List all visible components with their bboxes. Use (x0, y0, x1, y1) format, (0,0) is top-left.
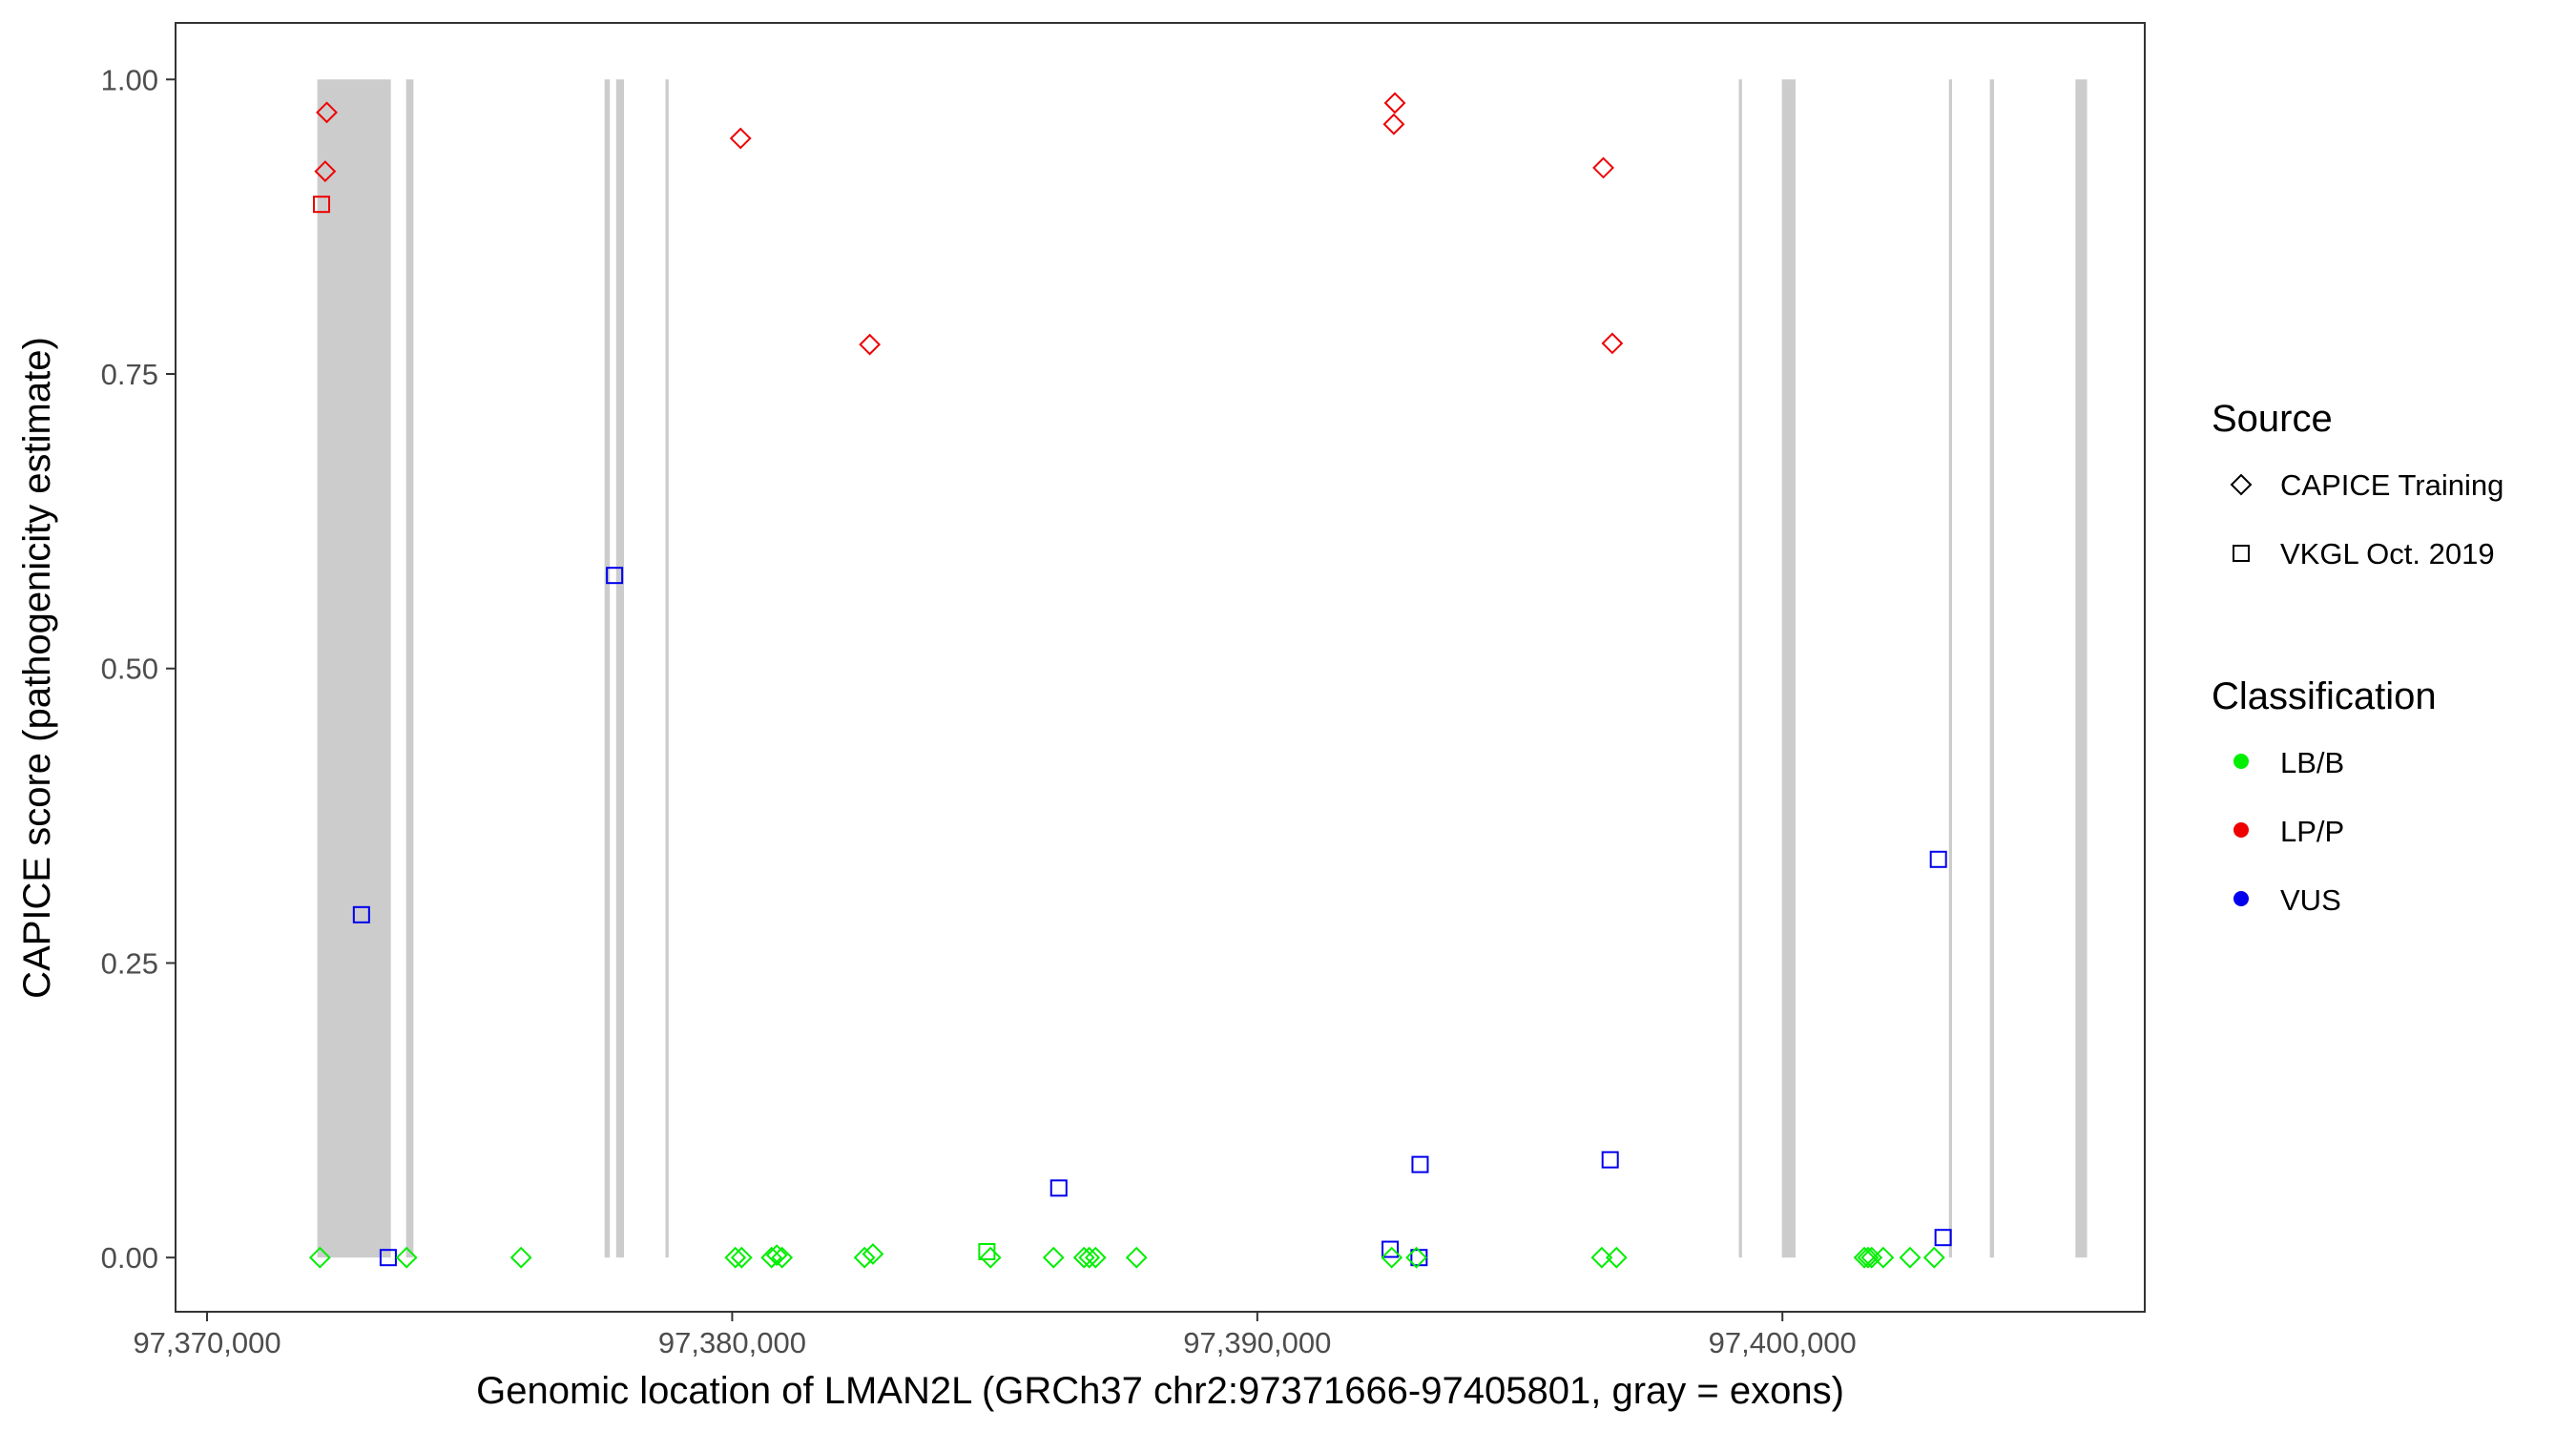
point-diamond (1899, 1246, 1922, 1269)
point-square (1601, 1151, 1619, 1169)
y-axis: 0.00 0.25 0.50 0.75 1.00 (101, 63, 176, 1275)
point-diamond (314, 160, 337, 183)
point-diamond (730, 1246, 753, 1269)
legend-item-vus: VUS (2233, 883, 2341, 917)
legend-item-lb-b: LB/B (2233, 746, 2344, 779)
legend-classification-title: Classification (2212, 675, 2437, 717)
point-diamond (1853, 1246, 1876, 1269)
data-points (308, 92, 1952, 1269)
exon-band-5 (665, 79, 669, 1258)
point-diamond (765, 1244, 788, 1267)
point-diamond (760, 1246, 783, 1269)
point-diamond (859, 333, 882, 356)
exon-band-6 (1738, 79, 1742, 1258)
y-tick-label: 0.25 (101, 946, 158, 980)
legend-label-lp-p: LP/P (2280, 815, 2344, 848)
diamond-icon (2230, 473, 2253, 496)
point-diamond (1590, 1246, 1613, 1269)
dot-icon (2233, 822, 2249, 838)
plot-panel-border (175, 22, 2146, 1313)
point-diamond (729, 127, 752, 150)
exon-band-8 (1948, 79, 1953, 1258)
exon-band-7 (1781, 79, 1796, 1258)
legend-item-vkgl: VKGL Oct. 2019 (2233, 537, 2495, 570)
exon-band-1 (317, 79, 391, 1258)
point-diamond (1382, 113, 1405, 135)
point-diamond (308, 1246, 331, 1269)
x-tick-label: 97,380,000 (658, 1326, 806, 1359)
point-diamond (1042, 1246, 1065, 1269)
x-tick-label: 97,370,000 (133, 1326, 280, 1359)
point-diamond (395, 1246, 418, 1269)
point-diamond (1078, 1246, 1101, 1269)
point-square (1411, 1155, 1429, 1173)
exon-band-3 (604, 79, 611, 1258)
point-square (1381, 1240, 1400, 1258)
legend-label-lb-b: LB/B (2280, 746, 2344, 779)
point-diamond (862, 1243, 884, 1265)
point-diamond (316, 101, 338, 124)
point-diamond (1872, 1246, 1895, 1269)
point-diamond (1125, 1246, 1148, 1269)
point-diamond (1857, 1246, 1880, 1269)
point-diamond (979, 1246, 1002, 1269)
point-diamond (1592, 156, 1614, 179)
point-square (313, 196, 331, 214)
legend-source-title: Source (2212, 398, 2333, 440)
legend: Source CAPICE Training VKGL Oct. 2019 Cl… (2212, 398, 2503, 917)
exon-band-4 (615, 79, 625, 1258)
point-square (352, 905, 370, 923)
y-tick-label: 1.00 (101, 63, 158, 96)
point-diamond (724, 1246, 747, 1269)
point-square (1049, 1179, 1068, 1197)
exon-bands (317, 79, 2088, 1258)
dot-icon (2233, 891, 2249, 906)
point-square (1929, 850, 1947, 868)
x-axis-title: Genomic location of LMAN2L (GRCh37 chr2:… (476, 1370, 1844, 1412)
legend-item-capice-training: CAPICE Training (2230, 468, 2503, 502)
point-diamond (509, 1246, 532, 1269)
point-diamond (1383, 92, 1406, 114)
point-diamond (1084, 1246, 1107, 1269)
exon-band-2 (405, 79, 414, 1258)
exon-band-9 (1989, 79, 1995, 1258)
y-tick-label: 0.75 (101, 358, 158, 391)
point-square (1410, 1249, 1428, 1267)
square-icon (2233, 545, 2250, 562)
point-diamond (1381, 1246, 1403, 1269)
dot-icon (2233, 754, 2249, 769)
point-diamond (1922, 1246, 1945, 1269)
point-diamond (853, 1246, 876, 1269)
point-diamond (1072, 1246, 1095, 1269)
point-diamond (771, 1246, 794, 1269)
exon-band-10 (2075, 79, 2088, 1258)
point-square (606, 567, 624, 585)
legend-label-vkgl: VKGL Oct. 2019 (2280, 537, 2495, 570)
y-tick-label: 0.00 (101, 1241, 158, 1275)
point-diamond (1605, 1246, 1628, 1269)
x-axis: 97,370,000 97,380,000 97,390,000 97,400,000 (133, 1312, 1857, 1359)
legend-label-vus: VUS (2280, 883, 2341, 917)
point-diamond (1405, 1246, 1428, 1269)
point-diamond (1601, 332, 1624, 355)
legend-item-lp-p: LP/P (2233, 815, 2344, 848)
point-square (1934, 1229, 1952, 1247)
y-tick-label: 0.50 (101, 653, 158, 686)
legend-label-capice-training: CAPICE Training (2280, 468, 2503, 502)
y-axis-title: CAPICE score (pathogenicity estimate) (16, 337, 58, 999)
x-tick-label: 97,390,000 (1183, 1326, 1331, 1359)
x-tick-label: 97,400,000 (1709, 1326, 1857, 1359)
